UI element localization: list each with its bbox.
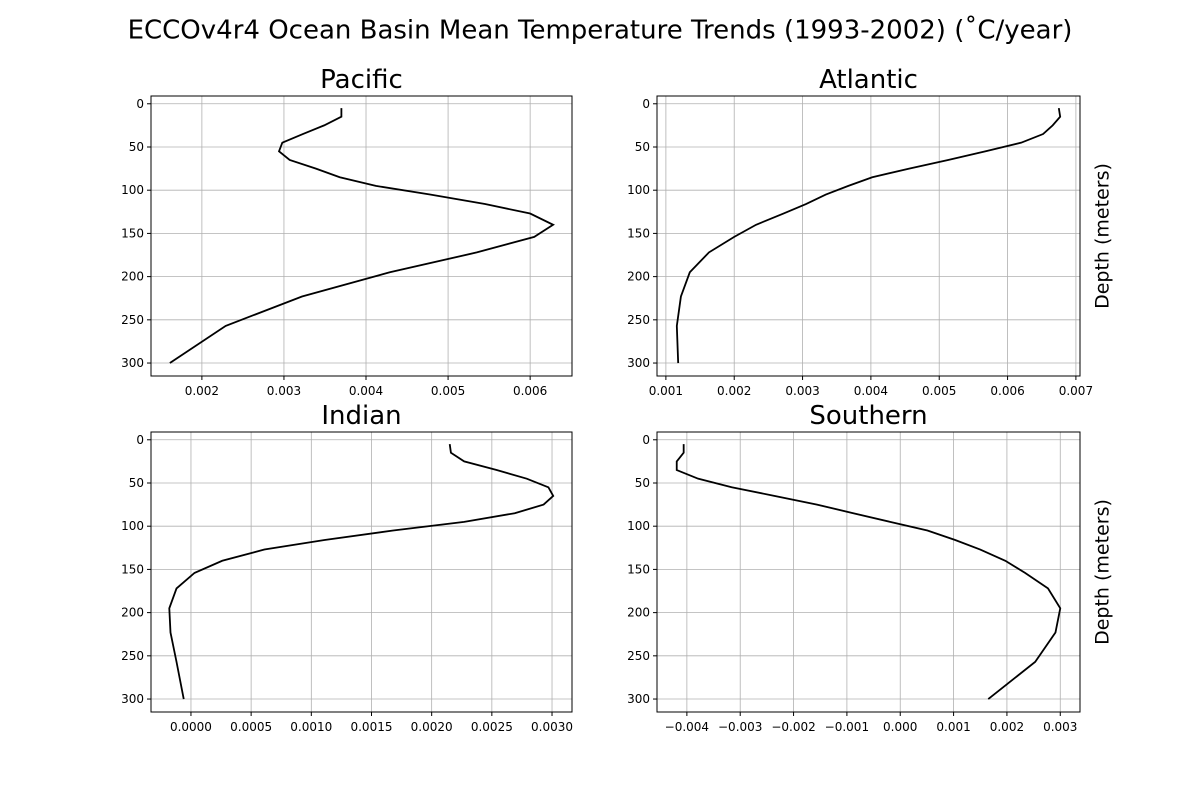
x-tick-label: −0.002 (771, 720, 815, 734)
y-tick-label: 150 (121, 562, 144, 576)
figure-title: ECCOv4r4 Ocean Basin Mean Temperature Tr… (128, 16, 1073, 46)
axes-frame (150, 95, 573, 377)
x-tick-label: 0.001 (649, 384, 683, 398)
subplot-title: Indian (321, 401, 401, 431)
x-tick-label: 0.003 (785, 384, 819, 398)
x-tick-label: 0.002 (990, 720, 1024, 734)
x-tick-label: 0.000 (883, 720, 917, 734)
x-tick-label: 0.001 (936, 720, 970, 734)
y-tick-label: 300 (121, 356, 144, 370)
profile-line (169, 108, 555, 364)
x-tick-label: 0.007 (1059, 384, 1093, 398)
x-tick-label: −0.004 (665, 720, 709, 734)
y-tick-label: 0 (136, 433, 144, 447)
y-tick-label: 250 (121, 649, 144, 663)
y-tick-label: 0 (642, 433, 650, 447)
axes-frame (150, 431, 573, 713)
x-tick-label: 0.004 (854, 384, 888, 398)
x-tick-label: 0.005 (922, 384, 956, 398)
x-tick-label: 0.003 (1043, 720, 1077, 734)
subplot-title: Atlantic (819, 65, 918, 95)
y-tick-label: 150 (121, 226, 144, 240)
x-tick-label: 0.0015 (350, 720, 392, 734)
y-tick-label: 50 (129, 476, 144, 490)
y-tick-label: 200 (627, 606, 650, 620)
x-tick-label: 0.0005 (230, 720, 272, 734)
x-tick-label: 0.0000 (170, 720, 212, 734)
x-tick-label: 0.0025 (471, 720, 513, 734)
profile-line (168, 443, 555, 700)
y-axis-label: Depth (meters) (1092, 163, 1114, 309)
x-tick-label: 0.006 (990, 384, 1024, 398)
y-tick-label: 200 (121, 606, 144, 620)
y-tick-label: 300 (627, 692, 650, 706)
y-tick-label: 0 (136, 97, 144, 111)
profile-line (675, 107, 1062, 364)
axes-frame (656, 95, 1081, 377)
y-tick-label: 50 (129, 140, 144, 154)
axes-frame (656, 431, 1081, 713)
y-tick-label: 300 (121, 692, 144, 706)
x-tick-label: 0.002 (185, 384, 219, 398)
profile-line (675, 444, 1062, 700)
x-tick-label: 0.0020 (411, 720, 453, 734)
y-tick-label: 50 (635, 476, 650, 490)
y-tick-label: 100 (121, 519, 144, 533)
y-tick-label: 100 (627, 519, 650, 533)
y-tick-label: 300 (627, 356, 650, 370)
y-axis-label: Depth (meters) (1092, 499, 1114, 645)
x-tick-label: 0.006 (513, 384, 547, 398)
x-tick-label: 0.004 (349, 384, 383, 398)
x-tick-label: 0.002 (717, 384, 751, 398)
x-tick-label: −0.001 (825, 720, 869, 734)
y-tick-label: 150 (627, 562, 650, 576)
y-tick-label: 150 (627, 226, 650, 240)
y-tick-label: 100 (121, 183, 144, 197)
y-tick-label: 250 (121, 313, 144, 327)
y-tick-label: 100 (627, 183, 650, 197)
y-tick-label: 200 (121, 270, 144, 284)
x-tick-label: 0.005 (431, 384, 465, 398)
subplot-title: Pacific (320, 65, 403, 95)
subplot-title: Southern (809, 401, 927, 431)
x-tick-label: 0.003 (267, 384, 301, 398)
x-tick-label: 0.0030 (531, 720, 573, 734)
y-tick-label: 250 (627, 649, 650, 663)
y-tick-label: 200 (627, 270, 650, 284)
x-tick-label: −0.003 (718, 720, 762, 734)
x-tick-label: 0.0010 (290, 720, 332, 734)
y-tick-label: 250 (627, 313, 650, 327)
y-tick-label: 0 (642, 97, 650, 111)
y-tick-label: 50 (635, 140, 650, 154)
